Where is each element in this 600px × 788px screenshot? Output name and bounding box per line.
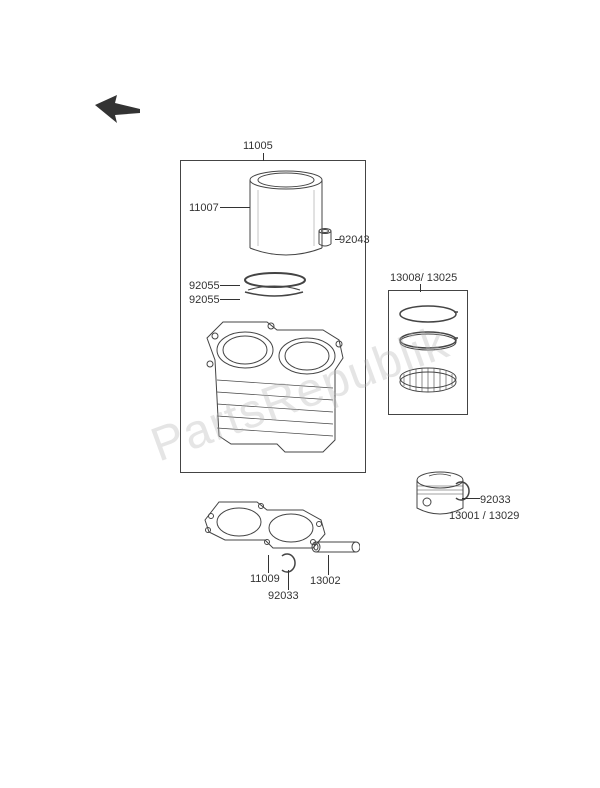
diagram-canvas: 11005 11007 92055 92055 92043 13008/ 130… [0,0,600,788]
leader-line [220,207,250,208]
label-92055-b: 92055 [189,294,220,306]
leader-line [335,239,340,240]
label-92055-a: 92055 [189,280,220,292]
cylinder-block [195,310,355,465]
o-rings [240,270,310,300]
label-92033-a: 92033 [480,494,511,506]
label-11009: 11009 [250,573,280,585]
leader-line [420,284,421,292]
leader-line [288,570,289,590]
leader-line [462,498,480,499]
label-92033-b: 92033 [268,590,299,602]
leader-line [328,555,329,575]
piston-ring-set [396,302,461,402]
label-13008-13025: 13008/ 13025 [390,272,457,284]
cylinder-liner [248,170,324,260]
leader-line [268,555,269,573]
label-92043: 92043 [339,234,370,246]
label-11005: 11005 [243,140,273,152]
label-13002: 13002 [310,575,341,587]
orientation-arrow [95,95,140,128]
leader-line [220,299,240,300]
leader-line [263,153,264,161]
dowel-pin [318,228,332,248]
label-13001-13029: 13001 / 13029 [449,510,519,522]
leader-line [220,285,240,286]
label-11007: 11007 [189,202,219,214]
piston-pin [310,540,360,554]
